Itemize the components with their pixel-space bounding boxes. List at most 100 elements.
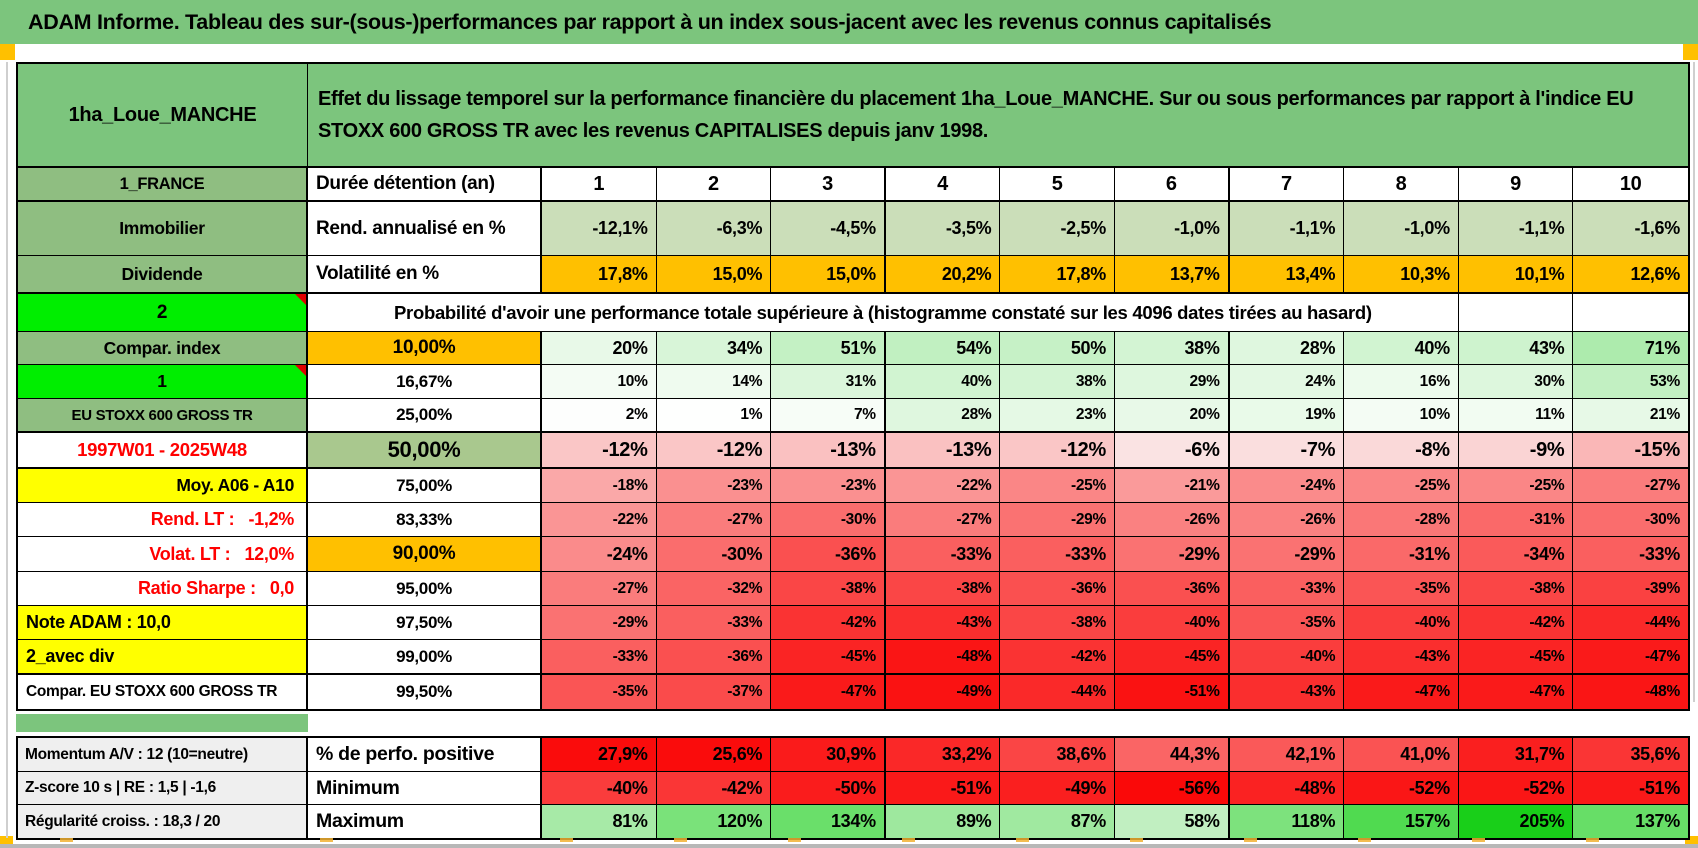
data-cell[interactable]: -33% <box>656 606 772 640</box>
data-cell[interactable]: 13,4% <box>1229 256 1345 294</box>
data-cell[interactable]: -42% <box>656 772 772 805</box>
data-cell[interactable]: 12,6% <box>1573 256 1688 294</box>
row-sublabel-cell[interactable]: 50,00% <box>308 433 542 469</box>
data-cell[interactable]: -12% <box>656 433 772 469</box>
data-cell[interactable]: 20,2% <box>885 256 1001 294</box>
column-header-cell[interactable]: 5 <box>1000 168 1115 202</box>
data-cell[interactable]: -30% <box>656 537 772 572</box>
data-cell[interactable]: 19% <box>1229 399 1345 433</box>
data-cell[interactable]: -50% <box>771 772 886 805</box>
column-header-cell[interactable]: 6 <box>1114 168 1230 202</box>
data-cell[interactable]: 38,6% <box>1000 738 1115 772</box>
data-cell[interactable]: 10,1% <box>1458 256 1574 294</box>
data-cell[interactable]: -36% <box>771 537 886 572</box>
data-cell[interactable]: 51% <box>771 332 886 365</box>
data-cell[interactable]: 28% <box>1229 332 1345 365</box>
data-cell[interactable]: 20% <box>542 332 657 365</box>
data-cell[interactable]: -27% <box>885 503 1001 537</box>
data-cell[interactable]: 13,7% <box>1114 256 1230 294</box>
data-cell[interactable]: 157% <box>1344 805 1459 838</box>
row-sublabel-cell[interactable]: 97,50% <box>308 606 542 640</box>
data-cell[interactable]: -33% <box>1000 537 1115 572</box>
footer-sublabel-cell[interactable]: Maximum <box>308 805 542 838</box>
data-cell[interactable]: -12% <box>542 433 657 469</box>
empty-cell[interactable] <box>1458 294 1574 332</box>
footer-label-cell[interactable]: Régularité croiss. : 18,3 / 20 <box>18 805 308 838</box>
data-cell[interactable]: -35% <box>1344 572 1459 606</box>
data-cell[interactable]: -12% <box>1000 433 1115 469</box>
data-cell[interactable]: -38% <box>1458 572 1574 606</box>
row-label-cell[interactable]: Note ADAM : 10,0 <box>18 606 308 640</box>
data-cell[interactable]: -48% <box>1573 675 1688 709</box>
data-cell[interactable]: 24% <box>1229 365 1345 399</box>
row-label-cell[interactable]: Compar. EU STOXX 600 GROSS TR <box>18 675 308 709</box>
data-cell[interactable]: -33% <box>885 537 1001 572</box>
data-cell[interactable]: -27% <box>656 503 772 537</box>
row-sublabel-cell[interactable]: 99,00% <box>308 640 542 675</box>
data-cell[interactable]: -1,1% <box>1229 202 1345 256</box>
data-cell[interactable]: 58% <box>1114 805 1230 838</box>
row-sublabel-cell[interactable]: 83,33% <box>308 503 542 537</box>
data-cell[interactable]: -13% <box>771 433 886 469</box>
data-cell[interactable]: 33,2% <box>885 738 1001 772</box>
column-header-cell[interactable]: 2 <box>656 168 772 202</box>
data-cell[interactable]: 87% <box>1000 805 1115 838</box>
data-cell[interactable]: -31% <box>1458 503 1574 537</box>
data-cell[interactable]: -37% <box>656 675 772 709</box>
row-sublabel-cell[interactable]: 16,67% <box>308 365 542 399</box>
row-label-cell[interactable]: Compar. index <box>18 332 308 365</box>
data-cell[interactable]: -23% <box>771 469 886 503</box>
data-cell[interactable]: -36% <box>1114 572 1230 606</box>
row-sublabel-cell[interactable]: Durée détention (an) <box>308 168 542 202</box>
data-cell[interactable]: 205% <box>1458 805 1574 838</box>
data-cell[interactable]: -27% <box>1573 469 1688 503</box>
row-label-cell[interactable]: Dividende <box>18 256 308 294</box>
data-cell[interactable]: 10% <box>542 365 657 399</box>
data-cell[interactable]: -15% <box>1573 433 1688 469</box>
data-cell[interactable]: -52% <box>1344 772 1459 805</box>
data-cell[interactable]: -4,5% <box>771 202 886 256</box>
data-cell[interactable]: -22% <box>542 503 657 537</box>
data-cell[interactable]: 40% <box>1344 332 1459 365</box>
row-sublabel-cell[interactable]: 25,00% <box>308 399 542 433</box>
data-cell[interactable]: -40% <box>1229 640 1345 675</box>
data-cell[interactable]: 134% <box>771 805 886 838</box>
data-cell[interactable]: 1% <box>656 399 772 433</box>
data-cell[interactable]: 40% <box>885 365 1001 399</box>
data-cell[interactable]: 41,0% <box>1344 738 1459 772</box>
data-cell[interactable]: 89% <box>885 805 1001 838</box>
data-cell[interactable]: -40% <box>1114 606 1230 640</box>
data-cell[interactable]: 30,9% <box>771 738 886 772</box>
data-cell[interactable]: -39% <box>1573 572 1688 606</box>
data-cell[interactable]: 118% <box>1229 805 1345 838</box>
data-cell[interactable]: -21% <box>1114 469 1230 503</box>
data-cell[interactable]: -48% <box>885 640 1001 675</box>
data-cell[interactable]: 35,6% <box>1573 738 1688 772</box>
column-header-cell[interactable]: 9 <box>1458 168 1574 202</box>
data-cell[interactable]: -47% <box>1344 675 1459 709</box>
data-cell[interactable]: -34% <box>1458 537 1574 572</box>
data-cell[interactable]: -44% <box>1000 675 1115 709</box>
data-cell[interactable]: -42% <box>1458 606 1574 640</box>
data-cell[interactable]: -45% <box>1458 640 1574 675</box>
placement-name-cell[interactable]: 1ha_Loue_MANCHE <box>18 64 308 168</box>
data-cell[interactable]: 11% <box>1458 399 1574 433</box>
data-cell[interactable]: -42% <box>1000 640 1115 675</box>
row-label-cell[interactable]: Moy. A06 - A10 <box>18 469 308 503</box>
data-cell[interactable]: -38% <box>1000 606 1115 640</box>
row-label-cell[interactable]: Ratio Sharpe : 0,0 <box>18 572 308 606</box>
data-cell[interactable]: -31% <box>1344 537 1459 572</box>
data-cell[interactable]: -2,5% <box>1000 202 1115 256</box>
data-cell[interactable]: -32% <box>656 572 772 606</box>
column-header-cell[interactable]: 4 <box>885 168 1001 202</box>
data-cell[interactable]: -43% <box>1344 640 1459 675</box>
footer-sublabel-cell[interactable]: Minimum <box>308 772 542 805</box>
data-cell[interactable]: -44% <box>1573 606 1688 640</box>
data-cell[interactable]: -26% <box>1229 503 1345 537</box>
data-cell[interactable]: -1,6% <box>1573 202 1688 256</box>
data-cell[interactable]: -1,0% <box>1344 202 1459 256</box>
data-cell[interactable]: -48% <box>1229 772 1345 805</box>
data-cell[interactable]: -7% <box>1229 433 1345 469</box>
data-cell[interactable]: 81% <box>542 805 657 838</box>
data-cell[interactable]: 20% <box>1114 399 1230 433</box>
